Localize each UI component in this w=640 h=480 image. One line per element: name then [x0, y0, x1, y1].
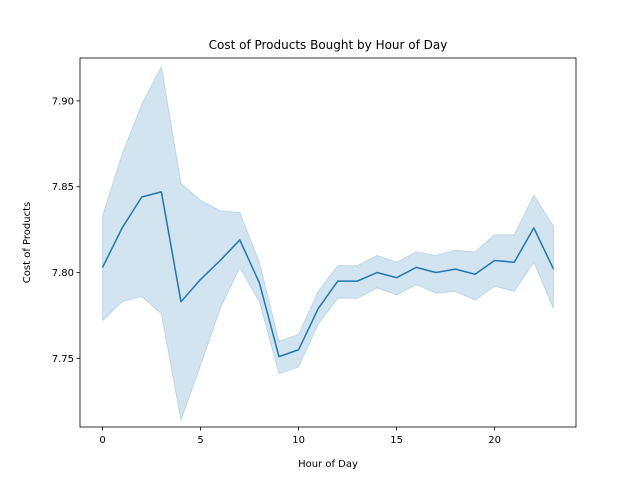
y-tick-label: 7.85 — [52, 182, 74, 193]
plot-frame — [79, 57, 577, 428]
plot-area — [101, 65, 555, 423]
data-point — [218, 259, 222, 263]
data-point — [375, 271, 379, 275]
data-point — [473, 272, 477, 276]
x-tick-label: 20 — [488, 435, 501, 446]
data-point — [551, 267, 555, 271]
data-point — [355, 279, 359, 283]
data-point — [395, 276, 399, 280]
data-point — [453, 267, 457, 271]
x-tick-label: 15 — [390, 435, 403, 446]
data-point — [199, 277, 203, 281]
data-point — [316, 307, 320, 311]
data-point — [512, 260, 516, 264]
data-point — [277, 355, 281, 359]
x-tick-label: 0 — [99, 435, 105, 446]
data-point — [238, 238, 242, 242]
x-axis-label: Hour of Day — [298, 459, 358, 470]
data-point — [434, 271, 438, 275]
confidence-band — [102, 65, 554, 423]
chart-title: Cost of Products Bought by Hour of Day — [209, 38, 448, 52]
data-point — [297, 348, 301, 352]
y-axis: 7.75 7.80 7.85 7.90 — [52, 96, 80, 365]
data-point — [120, 226, 124, 230]
data-point — [493, 259, 497, 263]
data-point — [179, 300, 183, 304]
data-point — [414, 265, 418, 269]
y-tick-label: 7.80 — [52, 268, 74, 279]
data-point — [336, 279, 340, 283]
data-point — [532, 226, 536, 230]
series-line — [101, 191, 555, 358]
y-tick-label: 7.90 — [52, 96, 74, 107]
data-point — [101, 265, 105, 269]
data-point — [159, 190, 163, 194]
x-tick-label: 10 — [292, 435, 305, 446]
y-axis-label: Cost of Products — [22, 202, 33, 283]
data-point — [257, 281, 261, 285]
y-tick-label: 7.75 — [52, 354, 74, 365]
data-point — [140, 195, 144, 199]
x-axis: 0 5 10 15 20 — [99, 427, 501, 446]
x-tick-label: 5 — [197, 435, 203, 446]
